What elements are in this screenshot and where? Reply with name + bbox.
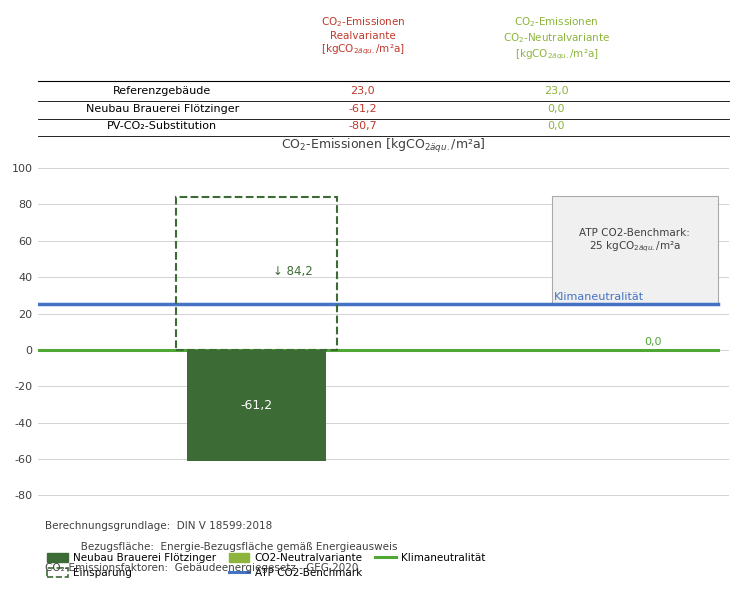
Bar: [552, 196, 718, 305]
Text: PV-CO₂-Substitution: PV-CO₂-Substitution: [107, 121, 217, 131]
Text: 0,0: 0,0: [644, 337, 662, 347]
Bar: [176, 197, 338, 350]
Bar: [187, 350, 326, 461]
Text: Neubau Brauerei Flötzinger: Neubau Brauerei Flötzinger: [86, 104, 238, 114]
Text: Berechnungsgrundlage:  DIN V 18599:2018: Berechnungsgrundlage: DIN V 18599:2018: [44, 522, 271, 531]
Text: ATP CO2-Benchmark:
25 kgCO$_{2äqu.}$/m²a: ATP CO2-Benchmark: 25 kgCO$_{2äqu.}$/m²a: [580, 228, 690, 254]
Text: 23,0: 23,0: [350, 86, 375, 96]
Text: 0,0: 0,0: [547, 104, 566, 114]
Text: Bezugsfläche:  Energie-Bezugsfläche gemäß Energieausweis: Bezugsfläche: Energie-Bezugsfläche gemäß…: [44, 542, 397, 552]
Text: 0,0: 0,0: [547, 121, 566, 131]
Text: CO$_2$-Emissionen
CO$_2$-Neutralvariante
[kgCO$_{2äqu.}$/m²a]: CO$_2$-Emissionen CO$_2$-Neutralvariante…: [503, 15, 610, 62]
Text: ↓ 84,2: ↓ 84,2: [273, 266, 313, 278]
Title: CO$_2$-Emissionen [kgCO$_{2äqu.}$/m²a]: CO$_2$-Emissionen [kgCO$_{2äqu.}$/m²a]: [281, 137, 486, 155]
Text: -80,7: -80,7: [348, 121, 378, 131]
Text: -61,2: -61,2: [241, 399, 273, 412]
Text: CO₂-Emissionsfaktoren:  Gebäudeenergiegesetz - GEG 2020: CO₂-Emissionsfaktoren: Gebäudeenergieges…: [44, 564, 358, 573]
Text: CO$_2$-Emissionen
Realvariante
[kgCO$_{2äqu.}$/m²a]: CO$_2$-Emissionen Realvariante [kgCO$_{2…: [320, 15, 405, 58]
Text: Klimaneutralität: Klimaneutralität: [554, 292, 644, 302]
Text: 23,0: 23,0: [544, 86, 569, 96]
Text: Referenzgebäude: Referenzgebäude: [113, 86, 211, 96]
Text: -61,2: -61,2: [348, 104, 377, 114]
Legend: Neubau Brauerei Flötzinger, Einsparung, CO2-Neutralvariante, ATP CO2-Benchmark, : Neubau Brauerei Flötzinger, Einsparung, …: [43, 548, 490, 583]
